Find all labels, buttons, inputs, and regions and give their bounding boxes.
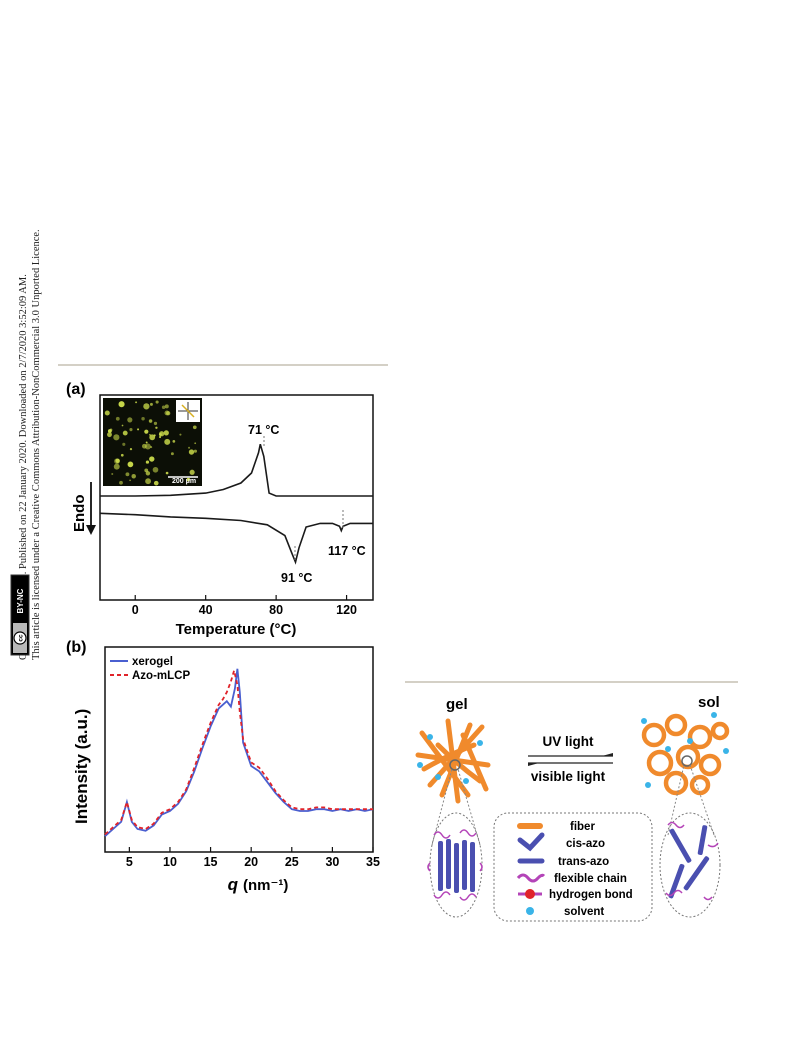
dsc-x-tick-label: 80 bbox=[269, 603, 283, 617]
xrd-chart: (b) xerogel Azo-mLCP Intensity (a.u.) 5 1… bbox=[66, 639, 380, 894]
dsc-xlabel: Temperature (°C) bbox=[176, 621, 297, 638]
dsc-x-tick-label: 120 bbox=[336, 603, 357, 617]
gel-sol-scheme: gel sol UV light visible light bbox=[415, 694, 730, 922]
cc-license-label: BY-NC bbox=[16, 588, 25, 613]
xrd-x-tick-label: 5 bbox=[126, 855, 133, 869]
legend-fiber: fiber bbox=[570, 821, 595, 833]
dsc-ylabel: Endo bbox=[71, 495, 88, 533]
sol-zoom-marker bbox=[681, 755, 693, 767]
pom-inset-image: 200 μm bbox=[103, 398, 202, 486]
legend-hydrogen-bond: hydrogen bond bbox=[549, 889, 633, 901]
xrd-xlabel-unit: (nm⁻¹) bbox=[243, 877, 288, 894]
dsc-x-tick-label: 40 bbox=[199, 603, 213, 617]
xrd-x-tick-label: 25 bbox=[285, 855, 299, 869]
gel-stacked-azo bbox=[427, 829, 483, 901]
xrd-x-tick-label: 10 bbox=[163, 855, 177, 869]
sol-solvent-dots bbox=[641, 712, 729, 788]
hydrogen-bond-icon bbox=[518, 889, 542, 899]
cis-azo-icon bbox=[517, 832, 545, 852]
uv-light-label: UV light bbox=[543, 734, 594, 749]
peak-label-71: 71 °C bbox=[248, 423, 279, 437]
dsc-curves bbox=[99, 443, 373, 565]
gel-solvent-dots bbox=[417, 734, 483, 784]
peak-label-117: 117 °C bbox=[328, 544, 366, 558]
gel-zoom-marker bbox=[449, 759, 461, 771]
cc-license-badge[interactable]: cc BY-NC bbox=[3, 572, 37, 658]
legend-solvent: solvent bbox=[564, 906, 604, 918]
panel-label-a: (a) bbox=[66, 381, 86, 398]
switch-arrows bbox=[528, 753, 613, 766]
scheme-legend-box bbox=[493, 812, 653, 922]
xrd-x-tick-label: 20 bbox=[244, 855, 258, 869]
solvent-icon bbox=[526, 907, 534, 915]
visible-light-label: visible light bbox=[531, 769, 606, 784]
xrd-x-tick-label: 35 bbox=[366, 855, 380, 869]
scheme-legend-icons bbox=[516, 823, 546, 915]
sol-disordered-azo bbox=[665, 821, 719, 901]
access-notice: Open Access Article. Published on 22 Jan… bbox=[18, 274, 29, 660]
license-notice[interactable]: This article is licensed under a Creativ… bbox=[31, 229, 42, 660]
xrd-x-tick-label: 30 bbox=[325, 855, 339, 869]
sol-coils bbox=[641, 713, 730, 796]
xrd-curve-xerogel bbox=[104, 668, 374, 837]
legend-cis-azo: cis-azo bbox=[566, 838, 605, 850]
legend-label-azo: Azo-mLCP bbox=[132, 670, 190, 682]
polarizer-cross-icon bbox=[178, 402, 198, 420]
xrd-legend: xerogel Azo-mLCP bbox=[110, 656, 190, 682]
section-rule-left bbox=[58, 364, 388, 366]
sol-label: sol bbox=[698, 694, 720, 711]
legend-label-xerogel: xerogel bbox=[132, 656, 173, 668]
legend-trans-azo: trans-azo bbox=[558, 856, 609, 868]
xrd-x-tick-label: 15 bbox=[204, 855, 218, 869]
dsc-x-tick-label: 0 bbox=[132, 603, 139, 617]
flexible-chain-icon bbox=[516, 873, 546, 883]
section-rule-right bbox=[405, 681, 738, 683]
sol-zoom-ellipse bbox=[659, 812, 721, 918]
panel-label-b: (b) bbox=[66, 639, 86, 656]
cc-logo-text: cc bbox=[18, 634, 25, 642]
xrd-ylabel: Intensity (a.u.) bbox=[72, 709, 91, 824]
scale-bar-label: 200 μm bbox=[172, 478, 196, 485]
peak-label-91: 91 °C bbox=[281, 571, 312, 585]
dsc-chart: (a) 200 μm 71 °C 91 °C 117 °C Endo 0 40 80… bbox=[66, 381, 374, 638]
legend-flexible-chain: flexible chain bbox=[554, 873, 627, 885]
xrd-curve-azo-mlcp bbox=[104, 667, 373, 836]
endo-arrowhead bbox=[86, 525, 96, 535]
gel-label: gel bbox=[446, 696, 468, 713]
xrd-xlabel-q: q bbox=[228, 875, 239, 894]
dsc-curve-cooling bbox=[99, 512, 373, 565]
license-sidebar: Open Access Article. Published on 22 Jan… bbox=[6, 120, 46, 660]
dsc-curve-heating bbox=[100, 443, 373, 497]
